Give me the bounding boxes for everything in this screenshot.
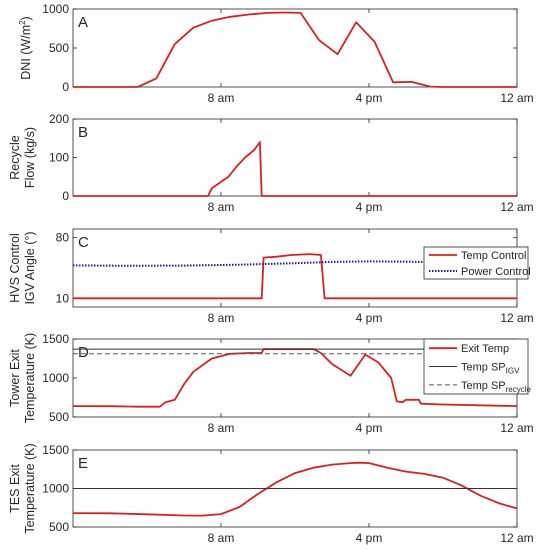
y-tick-label: 500: [49, 410, 69, 424]
y-tick-label: 1500: [42, 332, 69, 346]
axes-box: [72, 118, 518, 197]
x-tick-label: 8 am: [208, 311, 235, 325]
legend-entry: Temp SPIGV: [461, 362, 520, 376]
series-line-0: [73, 253, 517, 300]
panel-label: B: [78, 124, 88, 141]
legend-entry-subscript: IGV: [506, 367, 520, 376]
panel-label: C: [78, 234, 89, 251]
axes-box: [72, 8, 518, 88]
x-tick-label: 12 am: [500, 311, 533, 325]
panel-a: 8 am 4 pm 12 am 0 500 1000 DNI (W/m2) A: [18, 2, 534, 105]
panel-label: D: [78, 344, 89, 361]
legend: Temp Control Power Control: [423, 246, 531, 280]
series-line-0: [73, 141, 517, 197]
legend-entry-text: Temp SP: [461, 380, 506, 392]
y-axis-label-line2: Flow (kg/s): [23, 127, 37, 188]
legend-entry: Exit Temp: [461, 343, 509, 355]
y-axis-label: DNI (W/m2): [18, 16, 33, 79]
x-tick-label: 12 am: [500, 421, 533, 435]
y-tick-label: 0: [62, 189, 69, 203]
y-axis-label-superscript: 2: [18, 20, 27, 25]
x-tick-label: 4 pm: [356, 200, 383, 214]
y-axis-label-line1: Tower Exit: [8, 349, 22, 407]
y-tick-label: 500: [49, 520, 69, 534]
panel-c: 8 am 4 pm 12 am 10 80 HVS Control IGV Angle (°…: [8, 228, 534, 325]
y-tick-label: 100: [49, 151, 69, 165]
x-tick-label: 12 am: [500, 200, 533, 214]
y-tick-label: 1000: [42, 482, 69, 496]
y-axis-label-text: ): [19, 16, 33, 20]
panel-label: A: [78, 14, 88, 31]
legend-entry-text: Exit Temp: [461, 343, 509, 355]
y-tick-label: 1000: [42, 371, 69, 385]
legend-entry: Temp SPrecycle: [461, 380, 532, 394]
legend-entry: Power Control: [461, 266, 531, 278]
panel-e: 8 am 4 pm 12 am 500 1000 1500 TES Exit Temperat…: [8, 443, 534, 545]
y-axis-label-line1: TES Exit: [8, 464, 22, 513]
x-tick-label: 12 am: [500, 91, 533, 105]
y-tick-label: 80: [56, 231, 70, 245]
y-axis-label-line1: Recycle: [8, 135, 22, 180]
legend-entry-text: Temp Control: [461, 250, 526, 262]
x-tick-label: 4 pm: [356, 311, 383, 325]
y-axis-label-line2: Temperature (K): [23, 333, 37, 423]
y-axis-label-line2: Temperature (K): [23, 443, 37, 533]
panel-b: 8 am 4 pm 12 am 0 100 200 Recycle Flow (kg/s) B: [8, 112, 534, 214]
x-tick-label: 4 pm: [356, 91, 383, 105]
x-tick-label: 12 am: [500, 531, 533, 545]
y-tick-label: 1500: [42, 443, 69, 457]
legend-entry-text: Power Control: [461, 266, 531, 278]
y-tick-label: 1000: [42, 2, 69, 16]
panel-label: E: [78, 455, 88, 472]
legend-entry-text: Temp SP: [461, 362, 506, 374]
y-tick-label: 500: [49, 41, 69, 55]
y-axis-label-line1: HVS Control: [8, 233, 22, 302]
x-tick-label: 4 pm: [356, 531, 383, 545]
y-tick-label: 0: [62, 80, 69, 94]
x-tick-label: 8 am: [208, 531, 235, 545]
panel-d: 8 am 4 pm 12 am 500 1000 1500 Tower Exit Temper…: [8, 332, 534, 435]
y-tick-label: 10: [56, 291, 70, 305]
x-tick-label: 8 am: [208, 91, 235, 105]
series-line-0: [73, 11, 517, 88]
y-axis-label-text: DNI (W/m: [19, 25, 33, 80]
x-tick-label: 4 pm: [356, 421, 383, 435]
y-axis-label-line2: IGV Angle (°): [23, 231, 37, 304]
legend-box: [423, 246, 529, 280]
legend-entry-subscript: recycle: [506, 385, 532, 394]
x-tick-label: 8 am: [208, 200, 235, 214]
legend-entry: Temp Control: [461, 250, 526, 262]
x-tick-label: 8 am: [208, 421, 235, 435]
y-tick-label: 200: [49, 112, 69, 126]
series-line-0: [72, 461, 518, 517]
